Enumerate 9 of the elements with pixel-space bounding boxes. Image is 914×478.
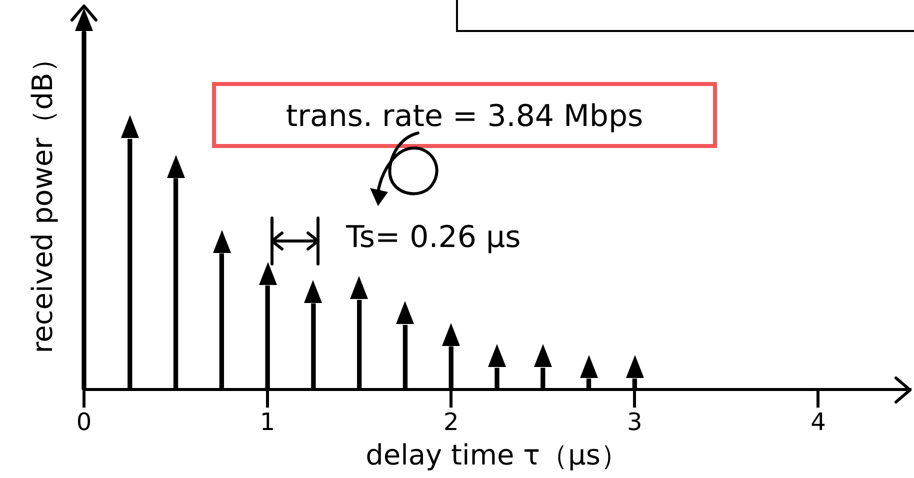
annotation: trans. rate = 3.84 Mbps bbox=[212, 82, 717, 148]
x-axis-title: delay time τ（μs） bbox=[366, 438, 628, 472]
y-axis-title: received power（dB） bbox=[25, 44, 60, 356]
annotation: Ts= 0.26 μs bbox=[346, 220, 521, 255]
x-tick-label: 0 bbox=[76, 408, 92, 436]
x-tick-label: 2 bbox=[443, 408, 459, 436]
x-tick-label: 3 bbox=[627, 408, 642, 436]
x-tick-label: 1 bbox=[260, 408, 276, 436]
x-tick-label: 4 bbox=[810, 408, 826, 436]
